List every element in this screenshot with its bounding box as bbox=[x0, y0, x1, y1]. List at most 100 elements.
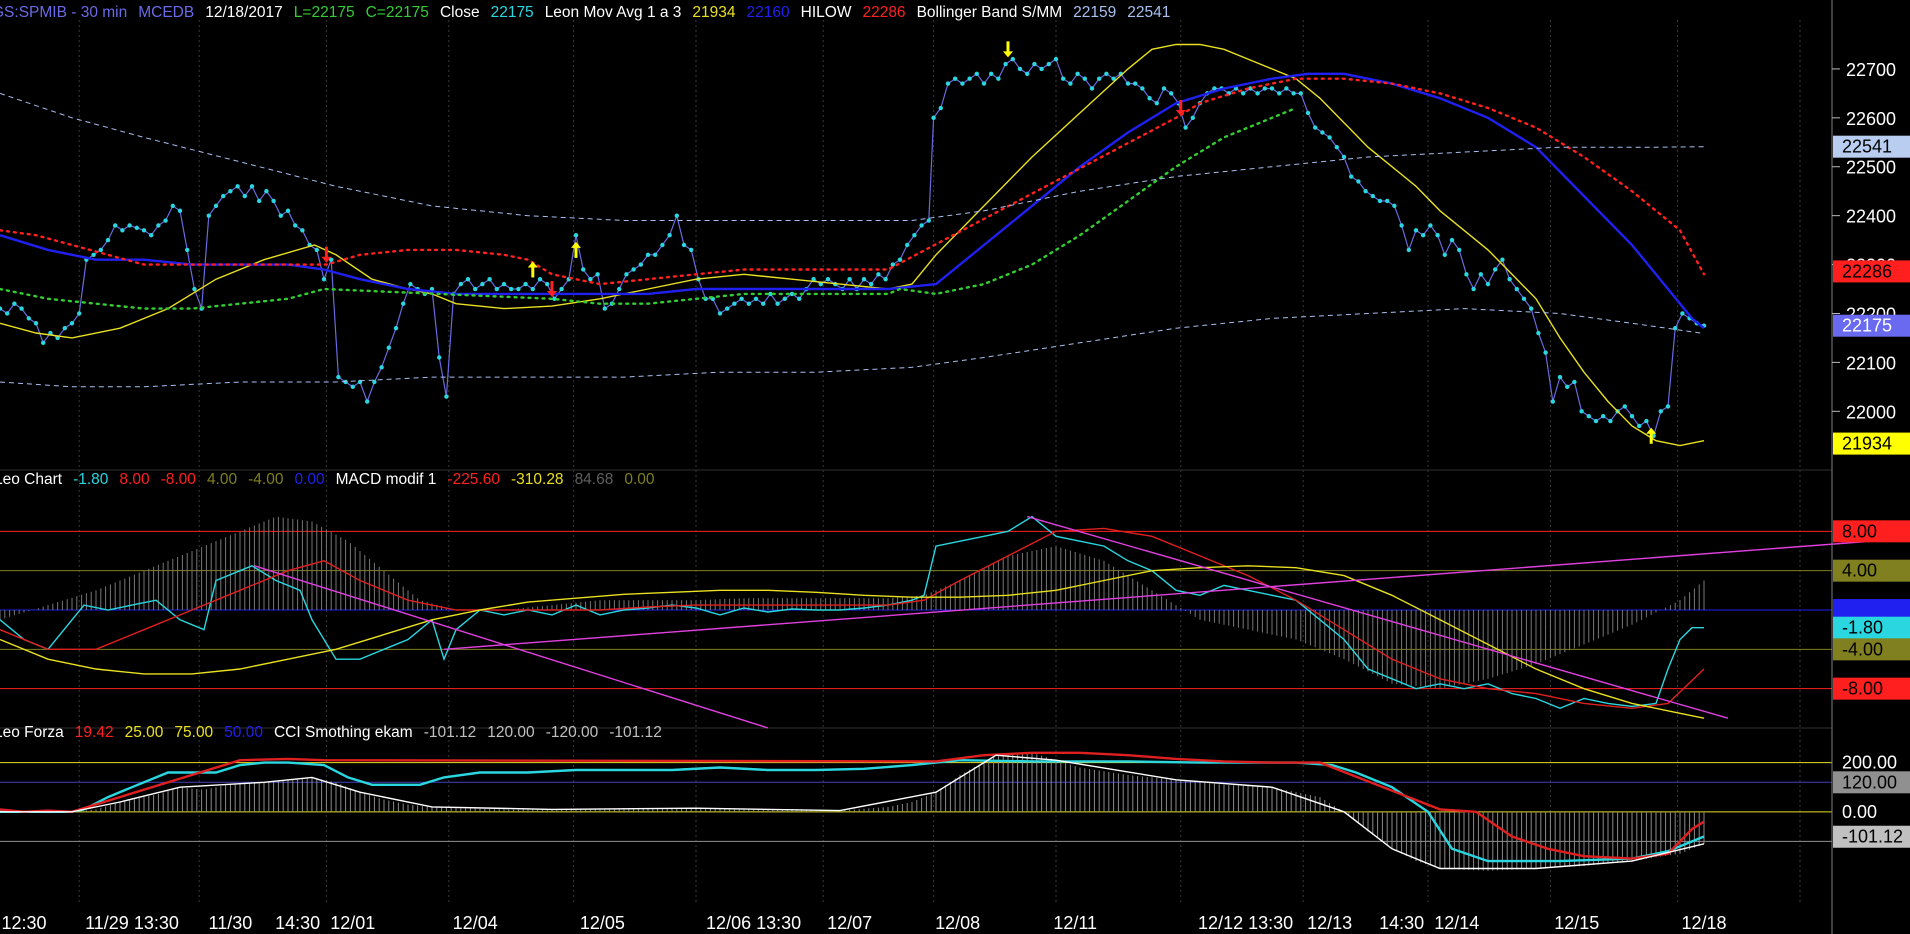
price-header-item-9: 22160 bbox=[747, 4, 790, 21]
close-point bbox=[631, 267, 636, 272]
close-point bbox=[595, 272, 600, 277]
close-point bbox=[938, 105, 943, 111]
close-point bbox=[1601, 413, 1606, 419]
close-point bbox=[1442, 252, 1448, 257]
close-point bbox=[689, 247, 694, 253]
x-tick-label-4: 12/01 bbox=[330, 913, 375, 933]
close-point bbox=[573, 233, 579, 238]
close-point bbox=[545, 281, 550, 287]
close-point bbox=[1435, 233, 1440, 238]
close-point bbox=[458, 281, 463, 287]
close-point bbox=[285, 208, 291, 213]
close-point bbox=[1413, 228, 1419, 233]
macd-series-1 bbox=[0, 527, 1705, 710]
close-point bbox=[509, 286, 514, 292]
price-series-2 bbox=[0, 72, 1705, 330]
macd-header-item-1: -1.80 bbox=[73, 471, 109, 488]
close-point bbox=[1464, 272, 1469, 277]
price-header-item-13: 22159 bbox=[1073, 4, 1116, 21]
close-point bbox=[1313, 125, 1318, 130]
cci-header-item-6: -101.12 bbox=[424, 724, 477, 741]
close-point bbox=[1637, 423, 1642, 429]
close-point bbox=[869, 281, 874, 287]
close-point bbox=[120, 228, 125, 233]
close-point bbox=[761, 301, 766, 306]
close-point bbox=[1370, 193, 1376, 199]
close-point bbox=[905, 242, 910, 248]
macd-header-item-2: 8.00 bbox=[119, 471, 150, 488]
close-point bbox=[1089, 86, 1095, 91]
close-point bbox=[1665, 404, 1671, 409]
close-point bbox=[768, 291, 773, 297]
x-tick-label-5: 12/04 bbox=[453, 913, 498, 933]
close-point bbox=[1327, 135, 1332, 140]
close-point bbox=[890, 262, 895, 267]
close-point bbox=[775, 301, 780, 306]
close-point bbox=[228, 188, 233, 194]
close-point bbox=[1493, 267, 1498, 272]
x-tick-label-10: 12/11 bbox=[1053, 913, 1097, 933]
macd-price-badge-5: -8.00 bbox=[1833, 677, 1910, 700]
y-tick-label: 22600 bbox=[1846, 109, 1896, 129]
close-point bbox=[559, 286, 564, 292]
close-point bbox=[1349, 174, 1354, 179]
close-point bbox=[1269, 86, 1275, 91]
close-point bbox=[300, 228, 305, 233]
close-point bbox=[989, 71, 994, 77]
x-tick-label-6: 12/05 bbox=[580, 913, 625, 933]
price-price-badge-1: 22286 bbox=[1833, 260, 1910, 283]
close-point bbox=[1593, 418, 1599, 424]
close-point bbox=[974, 71, 979, 77]
close-point bbox=[26, 316, 31, 321]
close-point bbox=[1550, 399, 1556, 404]
close-point bbox=[1154, 100, 1160, 106]
x-tick-label-3: 14:30 bbox=[275, 913, 320, 933]
svg-text:0.00: 0.00 bbox=[1842, 802, 1877, 822]
macd-series-5 bbox=[1027, 515, 1729, 719]
x-tick-label-14: 12/14 bbox=[1434, 913, 1479, 933]
macd-header-item-10: 84.68 bbox=[575, 471, 614, 488]
close-point bbox=[1536, 330, 1541, 336]
close-point bbox=[1068, 81, 1073, 86]
close-point bbox=[19, 306, 24, 311]
close-point bbox=[1392, 203, 1397, 209]
close-point bbox=[1586, 413, 1592, 419]
close-point bbox=[249, 184, 255, 189]
close-point bbox=[1046, 61, 1052, 67]
svg-text:120.00: 120.00 bbox=[1842, 772, 1897, 792]
close-point bbox=[465, 277, 471, 282]
macd-series-0 bbox=[0, 515, 1704, 710]
close-point bbox=[113, 223, 118, 228]
y-tick-label: 22400 bbox=[1846, 207, 1896, 227]
close-point bbox=[1457, 247, 1462, 253]
price-header-item-10: HILOW bbox=[801, 4, 852, 21]
close-point bbox=[242, 193, 247, 199]
price-header-item-6: 22175 bbox=[491, 4, 534, 21]
close-point bbox=[336, 374, 341, 380]
close-point bbox=[1147, 96, 1152, 101]
close-point bbox=[437, 355, 442, 360]
close-point bbox=[811, 277, 816, 282]
close-point bbox=[717, 311, 723, 316]
close-point bbox=[746, 301, 751, 306]
close-point bbox=[444, 394, 449, 399]
y-tick-label: 22100 bbox=[1846, 353, 1896, 373]
close-point bbox=[501, 281, 507, 287]
macd-header-item-9: -310.28 bbox=[511, 471, 564, 488]
close-point bbox=[931, 115, 936, 121]
signal-arrow-down-4 bbox=[1003, 41, 1013, 58]
macd-price-badge-3: -1.80 bbox=[1833, 616, 1910, 639]
price-series-6 bbox=[0, 308, 1705, 388]
macd-price-badge-0: 8.00 bbox=[1833, 520, 1910, 543]
close-point bbox=[314, 247, 319, 253]
macd-header-item-0: Leo Chart bbox=[0, 471, 63, 488]
close-point bbox=[1183, 125, 1188, 130]
svg-text:-101.12: -101.12 bbox=[1842, 827, 1903, 847]
close-point bbox=[1449, 237, 1455, 243]
close-point bbox=[919, 223, 924, 228]
close-point bbox=[1629, 413, 1635, 419]
close-point bbox=[725, 306, 730, 311]
close-point bbox=[1507, 277, 1512, 282]
close-point bbox=[1082, 76, 1088, 81]
